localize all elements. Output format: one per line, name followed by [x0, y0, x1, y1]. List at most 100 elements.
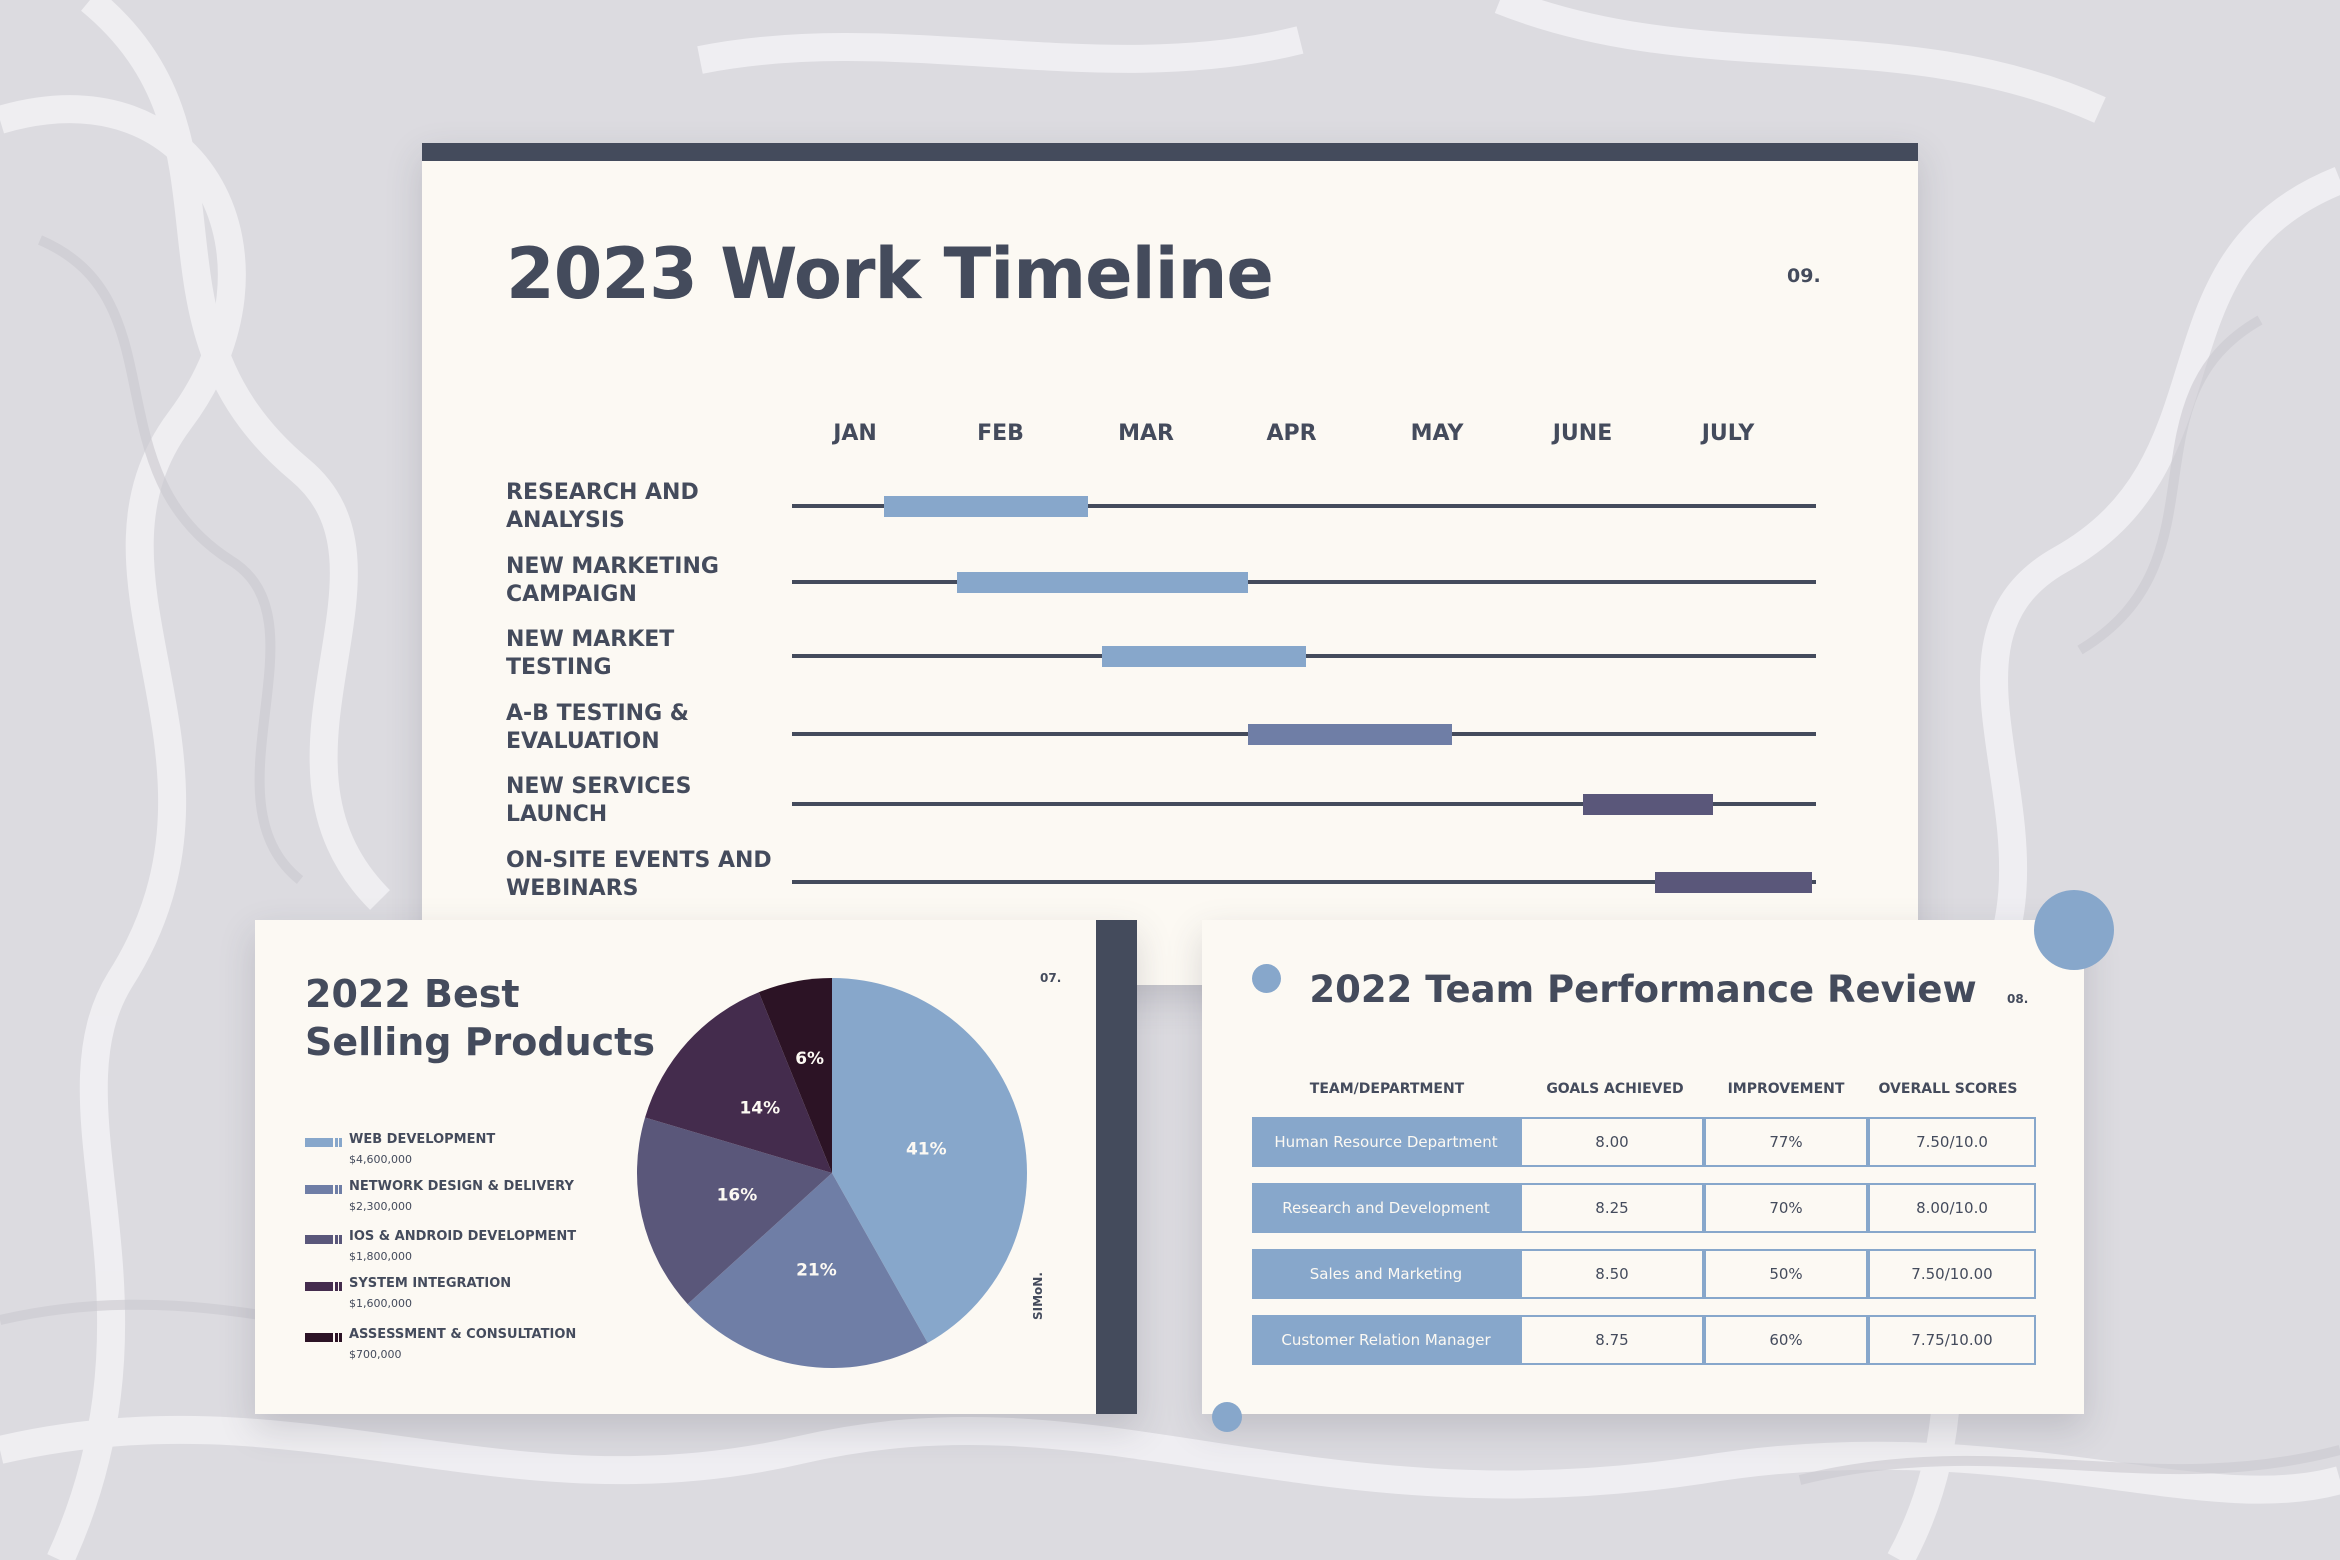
- table-row: Customer Relation Manager 8.75 60% 7.75/10.…: [1252, 1315, 2037, 1365]
- products-slide: 2022 Best Selling Products 07. SIMoN. WE…: [255, 920, 1137, 1414]
- pie-slice: [832, 978, 1027, 1343]
- table-cell: 8.25: [1520, 1183, 1704, 1233]
- task-label: RESEARCH AND ANALYSIS: [506, 479, 786, 535]
- timeline-track: [792, 504, 1816, 508]
- month-label: MAY: [1410, 421, 1464, 446]
- table-row: Human Resource Department 8.00 77% 7.50/10.…: [1252, 1117, 2037, 1167]
- products-title-line1: 2022 Best: [305, 972, 520, 1016]
- month-label: JUNE: [1552, 421, 1613, 446]
- legend-label: WEB DEVELOPMENT: [349, 1132, 496, 1147]
- table-header-cell: TEAM/DEPARTMENT: [1309, 1081, 1465, 1097]
- pie-slice: [758, 978, 832, 1173]
- slide-top-bar: [422, 143, 1918, 161]
- timeline-track: [792, 580, 1816, 584]
- table-cell: 8.50: [1520, 1249, 1704, 1299]
- timeline-bar: [1582, 794, 1714, 815]
- department-cell: Research and Development: [1252, 1183, 1520, 1233]
- task-label: NEW MARKET TESTING: [506, 626, 786, 682]
- legend-swatch: [305, 1185, 342, 1194]
- table-header-cell: OVERALL SCORES: [1878, 1081, 2018, 1097]
- department-cell: Human Resource Department: [1252, 1117, 1520, 1167]
- table-cell: 50%: [1704, 1249, 1868, 1299]
- slide-side-bar: [1096, 920, 1137, 1414]
- table-cell: 7.50/10.0: [1868, 1117, 2036, 1167]
- timeline-bar: [1102, 646, 1307, 667]
- legend-label: ASSESSMENT & CONSULTATION: [349, 1327, 577, 1342]
- task-label-line1: NEW MARKET: [506, 627, 675, 653]
- performance-title: 2022 Team Performance Review: [1309, 968, 1977, 1011]
- page-number: 08.: [2007, 992, 2029, 1006]
- table-cell: 70%: [1704, 1183, 1868, 1233]
- task-label-line2: CAMPAIGN: [506, 581, 637, 607]
- pie-slice: [645, 992, 832, 1173]
- legend-value: $1,600,000: [349, 1297, 412, 1310]
- table-cell: 77%: [1704, 1117, 1868, 1167]
- legend-label: IOS & ANDROID DEVELOPMENT: [349, 1229, 577, 1244]
- legend-swatch: [305, 1235, 342, 1244]
- table-cell: 8.00: [1520, 1117, 1704, 1167]
- table-header-cell: IMPROVEMENT: [1727, 1081, 1845, 1097]
- pie-chart: 41% 21% 16% 14% 6%: [637, 978, 1027, 1368]
- legend-label: NETWORK DESIGN & DELIVERY: [349, 1179, 574, 1194]
- products-title: 2022 Best Selling Products: [305, 970, 655, 1066]
- timeline-track: [792, 802, 1816, 806]
- legend-value: $4,600,000: [349, 1153, 412, 1166]
- legend-value: $700,000: [349, 1348, 402, 1361]
- products-title-line2: Selling Products: [305, 1020, 655, 1064]
- task-label-line2: ANALYSIS: [506, 508, 625, 533]
- pie-slice-label: 21%: [796, 1260, 837, 1280]
- task-label: NEW MARKETING CAMPAIGN: [506, 553, 786, 609]
- task-label-line1: ON-SITE EVENTS AND: [506, 848, 772, 873]
- task-label-line2: LAUNCH: [506, 802, 608, 828]
- legend-label: SYSTEM INTEGRATION: [349, 1276, 512, 1291]
- legend-value: $2,300,000: [349, 1200, 412, 1213]
- task-label: NEW SERVICES LAUNCH: [506, 773, 786, 829]
- timeline-bar: [884, 496, 1088, 517]
- table-row: Research and Development 8.25 70% 8.00/10.0: [1252, 1183, 2037, 1233]
- decor-circle: [2034, 890, 2114, 970]
- pie-slice-label: 14%: [739, 1098, 780, 1118]
- month-label: APR: [1266, 421, 1317, 446]
- decor-dot: [1252, 964, 1281, 993]
- task-label-line1: NEW MARKETING: [506, 553, 719, 579]
- performance-slide: 2022 Team Performance Review 08. TEAM/DE…: [1202, 890, 2114, 1432]
- pie-slice: [637, 1117, 832, 1305]
- legend-swatch: [305, 1138, 342, 1147]
- pie-slice: [687, 1173, 928, 1368]
- task-label-line2: WEBINARS: [506, 876, 639, 901]
- table-cell: 60%: [1704, 1315, 1868, 1365]
- table-cell: 8.75: [1520, 1315, 1704, 1365]
- month-label: FEB: [977, 421, 1024, 446]
- table-cell: 8.00/10.0: [1868, 1183, 2036, 1233]
- task-label-line2: TESTING: [506, 655, 612, 681]
- table-cell: 7.75/10.00: [1868, 1315, 2036, 1365]
- table-row: Sales and Marketing 8.50 50% 7.50/10.00: [1252, 1249, 2037, 1299]
- month-label: JAN: [833, 421, 877, 446]
- timeline-bar: [956, 572, 1248, 593]
- department-cell: Sales and Marketing: [1252, 1249, 1520, 1299]
- task-label: A-B TESTING & EVALUATION: [506, 700, 786, 756]
- task-label: ON-SITE EVENTS AND WEBINARS: [506, 847, 786, 903]
- decor-dot: [1212, 1402, 1242, 1432]
- legend-swatch: [305, 1333, 342, 1342]
- department-cell: Customer Relation Manager: [1252, 1315, 1520, 1365]
- page-number: 09.: [1787, 265, 1821, 287]
- pie-slice-label: 6%: [795, 1049, 824, 1069]
- timeline-bar: [1247, 724, 1452, 745]
- timeline-slide: 2023 Work Timeline 09. JAN FEB MAR APR MAY JU…: [422, 143, 1918, 985]
- timeline-title: 2023 Work Timeline: [506, 233, 1274, 315]
- pie-slice-label: 41%: [906, 1139, 947, 1159]
- table-header-cell: GOALS ACHIEVED: [1546, 1081, 1684, 1097]
- table-cell: 7.50/10.00: [1868, 1249, 2036, 1299]
- task-label-line2: EVALUATION: [506, 728, 660, 754]
- pie-slice-label: 16%: [717, 1186, 758, 1206]
- task-label-line1: NEW SERVICES: [506, 774, 692, 800]
- legend-value: $1,800,000: [349, 1250, 412, 1263]
- month-label: MAR: [1118, 421, 1174, 446]
- page-number: 07.: [1040, 971, 1062, 985]
- timeline-track: [792, 880, 1816, 884]
- month-label: JULY: [1701, 421, 1755, 446]
- task-label-line1: RESEARCH AND: [506, 480, 699, 505]
- task-label-line1: A-B TESTING &: [506, 700, 689, 726]
- timeline-bar: [1655, 872, 1812, 893]
